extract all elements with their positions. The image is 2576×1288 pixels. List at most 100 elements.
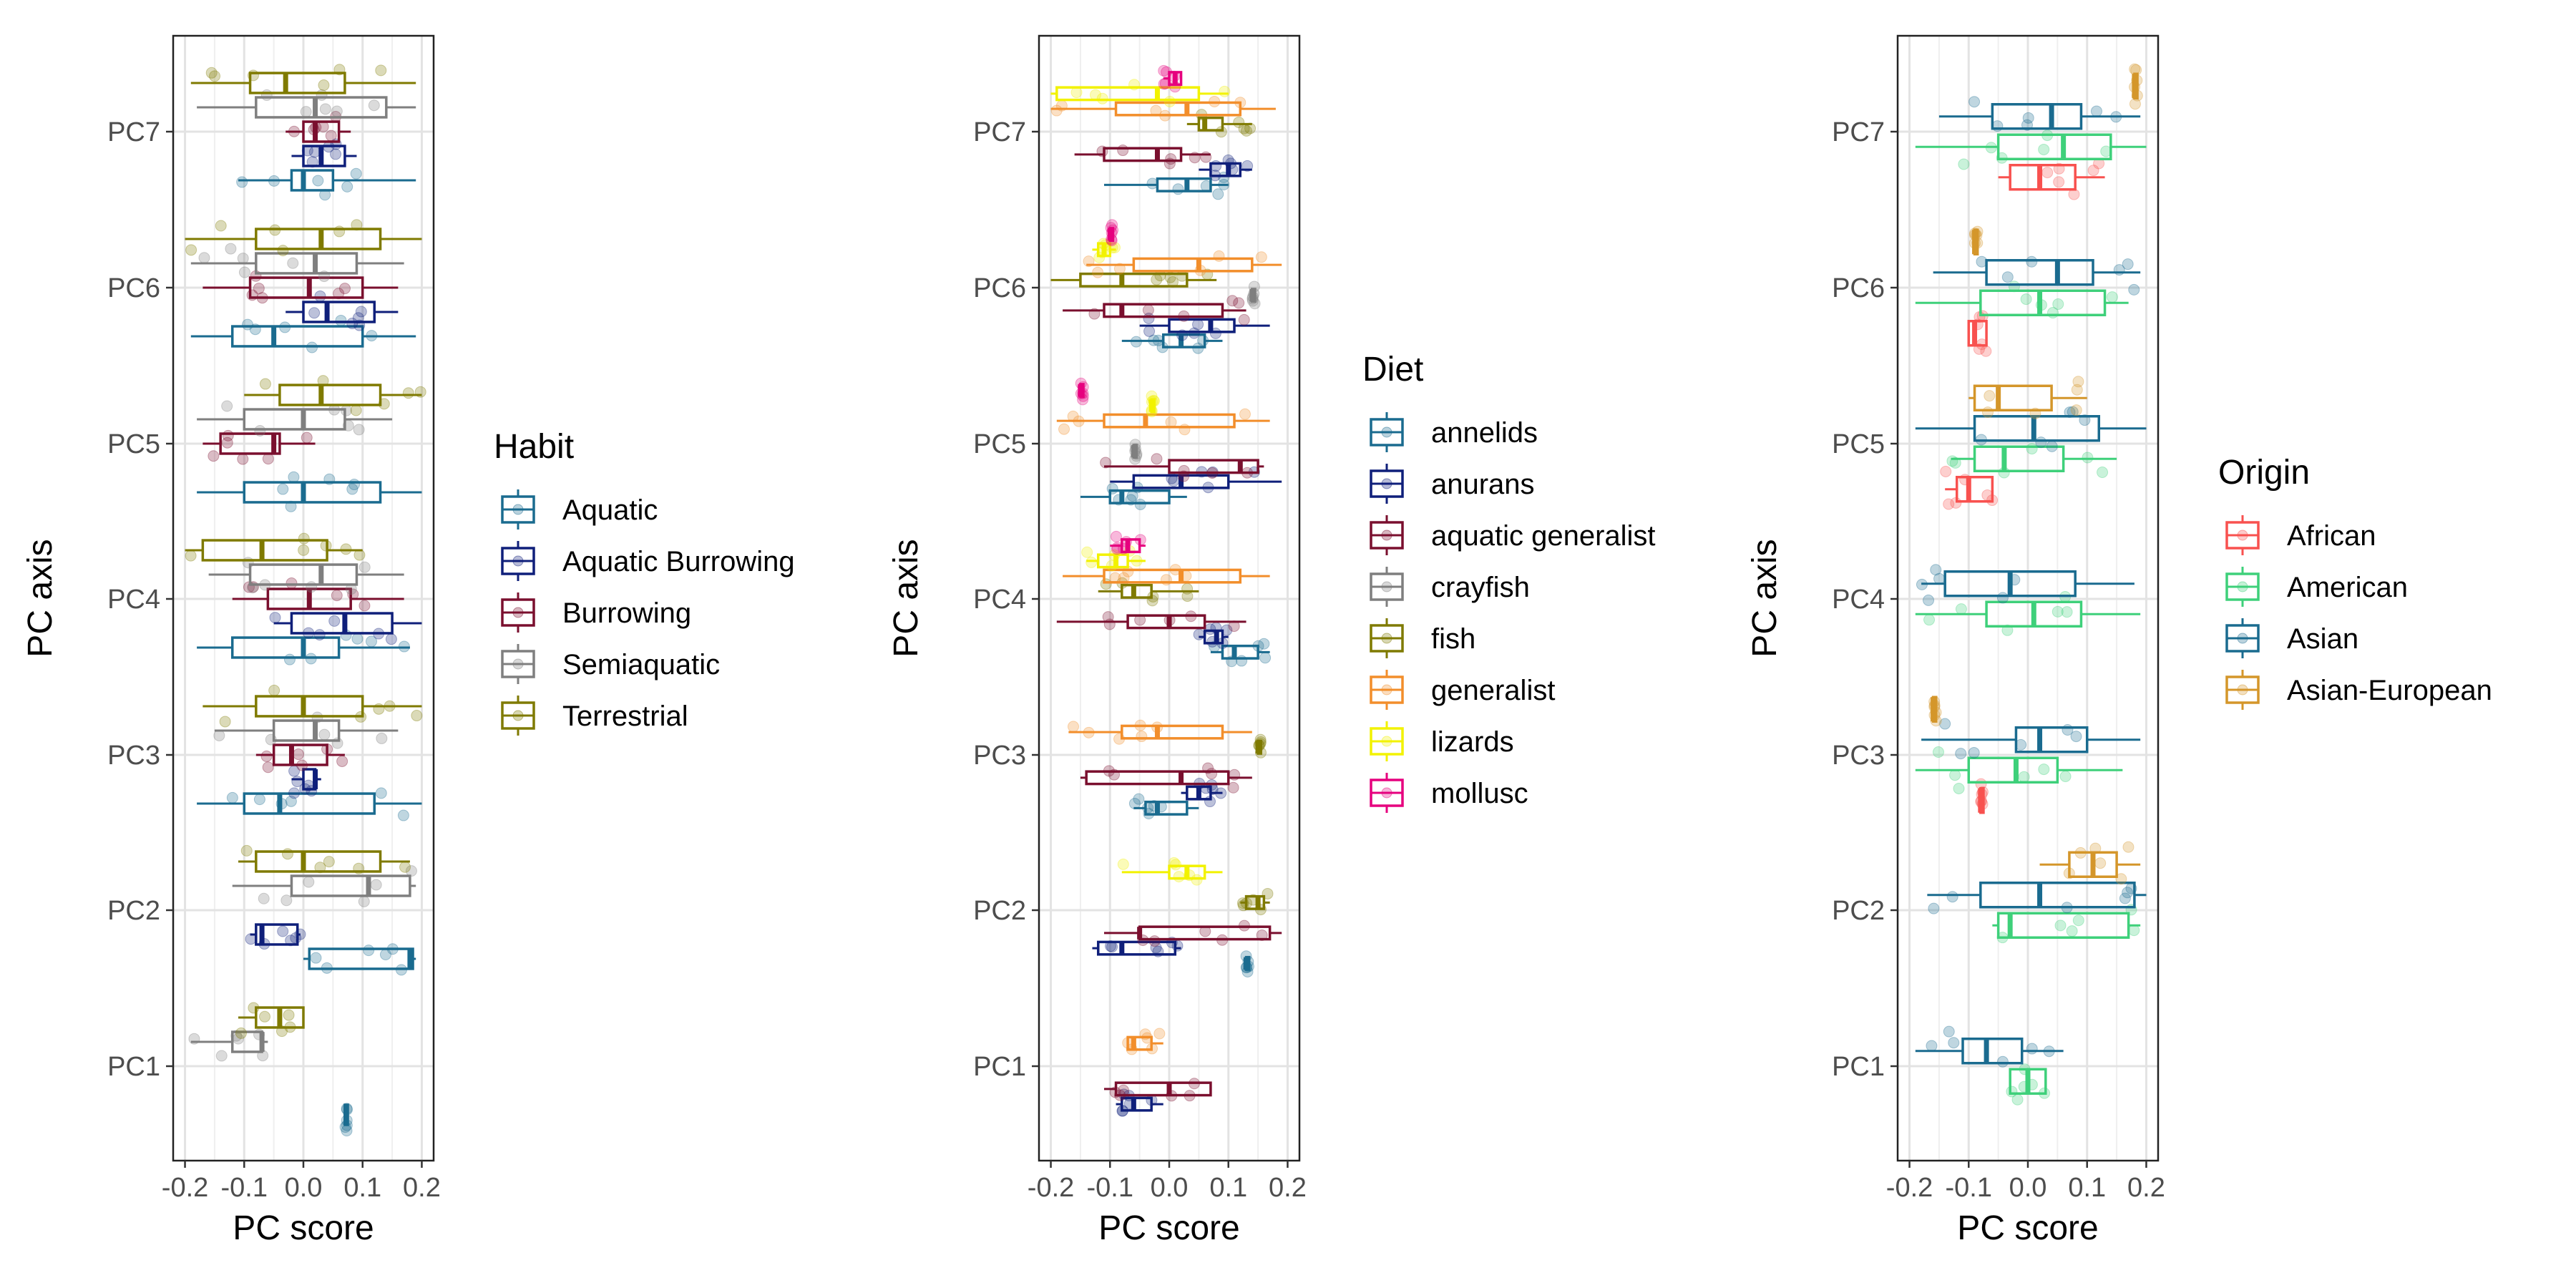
- data-point: [1092, 266, 1104, 278]
- data-point: [1256, 929, 1268, 941]
- box-body: [1096, 553, 1129, 569]
- box-generalist-pc5: [1056, 408, 1270, 436]
- legend-label: anurans: [1431, 469, 1535, 500]
- y-tick-label: PC6: [107, 273, 160, 303]
- data-point: [355, 306, 367, 318]
- data-point: [209, 70, 221, 82]
- data-point: [2122, 887, 2134, 899]
- legend-label: Aquatic Burrowing: [562, 546, 795, 577]
- box-terrestrial-pc5: [244, 375, 426, 416]
- box-body: [1973, 445, 2065, 472]
- box-body: [248, 563, 358, 586]
- y-tick-labels: PC1 PC2 PC3 PC4 PC5 PC6 PC7: [1832, 117, 1898, 1082]
- data-point: [336, 755, 348, 767]
- legend-key-point: [512, 710, 524, 721]
- y-tick-labels: PC1 PC2 PC3 PC4 PC5 PC6 PC7: [973, 117, 1039, 1082]
- data-point: [1100, 578, 1112, 590]
- data-point: [1259, 652, 1272, 664]
- data-point: [331, 105, 343, 117]
- y-tick-label: PC2: [973, 896, 1026, 926]
- data-point: [385, 633, 397, 645]
- data-point: [348, 479, 361, 491]
- box-body: [290, 169, 335, 192]
- data-point: [2001, 624, 2014, 636]
- box-aquatic-pc3: [197, 787, 422, 821]
- data-point: [1968, 746, 1980, 758]
- legend-label: annelids: [1431, 417, 1538, 449]
- data-point: [1173, 871, 1185, 883]
- data-point: [2097, 467, 2109, 479]
- x-tick-labels: -0.2 -0.1 0.0 0.1 0.2: [1886, 1161, 2165, 1203]
- y-tick-label: PC3: [1832, 741, 1885, 771]
- legend-item-aquatic: Aquatic: [501, 489, 658, 530]
- data-point: [1949, 457, 1961, 469]
- legend-label: American: [2287, 572, 2408, 603]
- box-burrowing-pc5: [203, 429, 316, 465]
- data-point: [2090, 105, 2102, 117]
- data-point: [1226, 295, 1239, 307]
- box-semiaquatic-pc1: [188, 1028, 269, 1062]
- data-point: [1096, 92, 1108, 104]
- box-body: [1209, 162, 1242, 177]
- data-point: [2061, 606, 2073, 618]
- box-generalist-pc7: [1050, 95, 1276, 122]
- data-point: [262, 761, 274, 774]
- box-anurans-pc4: [1193, 622, 1233, 649]
- box-asian-pc4: [1916, 564, 2135, 606]
- data-point: [323, 856, 335, 868]
- data-point: [2026, 1043, 2038, 1055]
- box-body: [248, 276, 364, 299]
- legend-key-point: [1381, 530, 1392, 541]
- box-body: [1973, 384, 2053, 411]
- y-tick-label: PC7: [107, 117, 160, 147]
- box-terrestrial-pc4: [185, 532, 366, 562]
- data-point: [286, 577, 298, 590]
- box-asian-pc2: [1927, 882, 2147, 914]
- box-body: [255, 252, 358, 275]
- data-point: [1932, 746, 1944, 758]
- data-point: [1236, 655, 1248, 667]
- box-american-pc1: [2006, 1063, 2051, 1106]
- data-point: [2046, 440, 2058, 452]
- legend-item-fish: fish: [1370, 618, 1475, 658]
- box-body: [1979, 289, 2107, 316]
- data-point: [238, 266, 250, 278]
- box-semiaquatic-pc6: [190, 243, 404, 283]
- box-body: [1121, 724, 1224, 740]
- data-point: [312, 175, 324, 187]
- y-tick-label: PC5: [1832, 429, 1885, 459]
- x-tick-label: 0.0: [2009, 1173, 2047, 1203]
- data-point: [1946, 455, 1958, 467]
- data-point: [370, 879, 382, 891]
- legend-key-point: [1381, 426, 1392, 438]
- data-point: [363, 945, 375, 957]
- x-axis-label: PC score: [233, 1209, 374, 1247]
- box-body: [290, 612, 394, 635]
- box-body: [1103, 147, 1183, 162]
- legend-item-crayfish: crayfish: [1370, 567, 1530, 607]
- y-tick-label: PC6: [1832, 273, 1885, 303]
- box-body: [302, 145, 346, 167]
- data-point: [268, 684, 280, 696]
- y-axis-label: PC axis: [1746, 539, 1784, 657]
- data-point: [205, 67, 218, 79]
- legend-item-mollusc: mollusc: [1370, 773, 1528, 813]
- box-body: [1973, 415, 2101, 442]
- box-body: [1114, 101, 1242, 117]
- box-semiaquatic-pc7: [197, 89, 416, 119]
- y-tick-label: PC4: [107, 585, 160, 615]
- data-point: [2115, 873, 2127, 885]
- legend-key-point: [2237, 684, 2248, 696]
- data-point: [2122, 258, 2134, 270]
- data-point: [1188, 327, 1200, 339]
- legend-label: aquatic generalist: [1431, 520, 1656, 552]
- box-aquatic-burrowing-pc4: [269, 612, 422, 645]
- legend-key-point: [1381, 684, 1392, 696]
- box-aquatic-pc6: [190, 314, 416, 353]
- data-point: [1133, 793, 1145, 805]
- box-generalist-pc6: [1083, 250, 1282, 278]
- box-body: [290, 874, 411, 897]
- data-point: [277, 925, 289, 937]
